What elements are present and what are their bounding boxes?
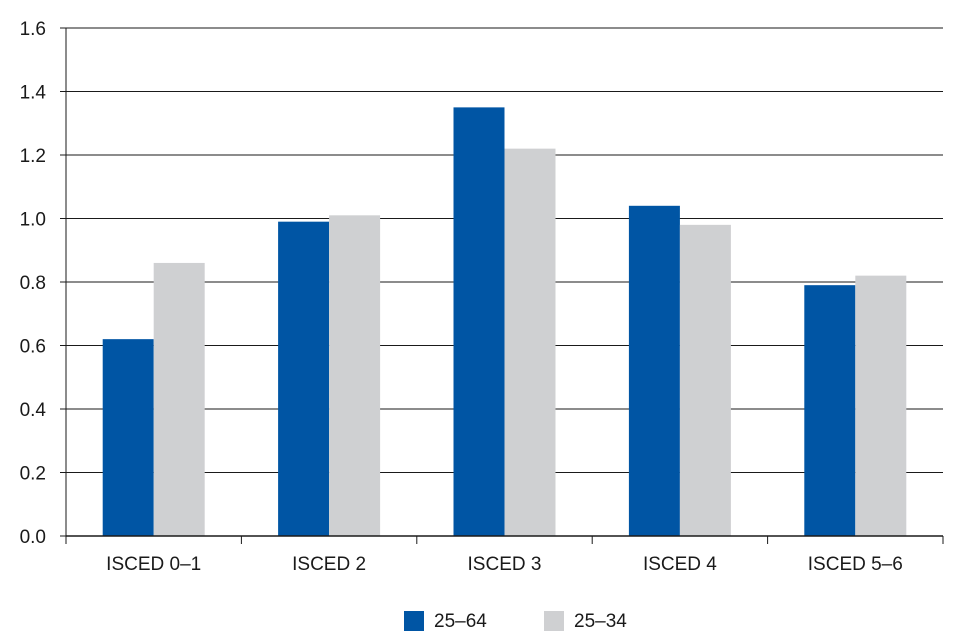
- x-tick-label: ISCED 2: [292, 554, 366, 575]
- y-axis-tick-labels: 0.0 0.2 0.4 0.6 0.8 1.0 1.2 1.4 1.6: [20, 19, 47, 548]
- bar-4-series-1: [855, 275, 907, 536]
- x-tick-label: ISCED 4: [643, 554, 717, 575]
- x-tick-label: ISCED 3: [468, 554, 542, 575]
- x-tick-label: ISCED 0–1: [106, 554, 201, 575]
- y-tick-label: 0.6: [20, 337, 46, 358]
- y-tick-label: 1.6: [20, 19, 46, 40]
- legend-swatch-1: [544, 611, 564, 631]
- bar-0-series-1: [153, 262, 205, 536]
- legend-swatch-0: [404, 611, 424, 631]
- x-tick-label: ISCED 5–6: [808, 554, 903, 575]
- y-tick-label: 1.0: [20, 210, 46, 231]
- bar-1-series-1: [329, 215, 381, 536]
- bar-2-series-0: [453, 107, 505, 536]
- y-tick-label: 1.4: [20, 83, 47, 104]
- axes: [60, 27, 944, 544]
- y-tick-label: 0.8: [20, 273, 46, 294]
- legend: 25–64 25–34: [404, 611, 627, 632]
- bar-0-series-0: [102, 339, 154, 536]
- bar-2-series-1: [504, 148, 556, 536]
- y-tick-label: 0.2: [20, 464, 46, 485]
- y-tick-label: 0.0: [20, 527, 46, 548]
- y-tick-label: 0.4: [20, 400, 47, 421]
- bar-3-series-0: [628, 205, 680, 537]
- bar-4-series-0: [804, 285, 856, 536]
- x-axis-tick-labels: ISCED 0–1 ISCED 2 ISCED 3 ISCED 4 ISCED 5–6: [106, 554, 903, 575]
- bar-1-series-0: [278, 221, 330, 537]
- legend-label-0: 25–64: [434, 611, 487, 632]
- legend-label-1: 25–34: [574, 611, 627, 632]
- y-tick-label: 1.2: [20, 146, 46, 167]
- bar-series: [102, 107, 907, 537]
- bar-3-series-1: [679, 224, 731, 536]
